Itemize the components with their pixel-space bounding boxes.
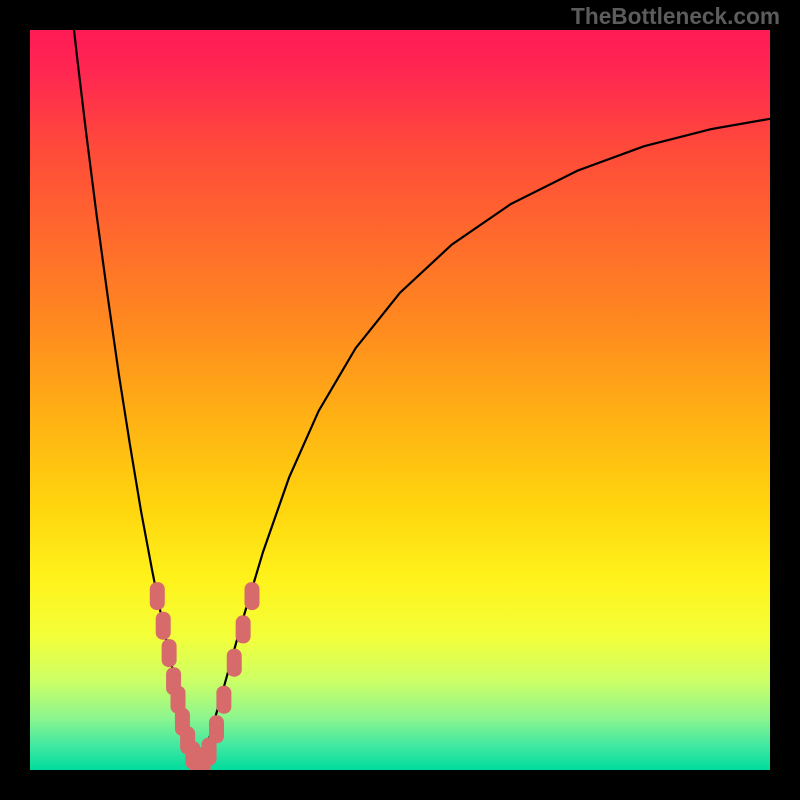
plot-area [30, 30, 770, 770]
bottleneck-chart-frame: TheBottleneck.com [0, 0, 800, 800]
data-marker [156, 612, 171, 640]
data-marker [245, 582, 260, 610]
markers-group [150, 582, 260, 770]
data-marker [236, 615, 251, 643]
data-marker [150, 582, 165, 610]
curve-right [199, 119, 770, 763]
chart-overlay-svg [30, 30, 770, 770]
data-marker [209, 715, 224, 743]
curve-left [71, 30, 199, 763]
data-marker [227, 649, 242, 677]
data-marker [162, 639, 177, 667]
watermark-text: TheBottleneck.com [571, 3, 780, 30]
data-marker [216, 686, 231, 714]
